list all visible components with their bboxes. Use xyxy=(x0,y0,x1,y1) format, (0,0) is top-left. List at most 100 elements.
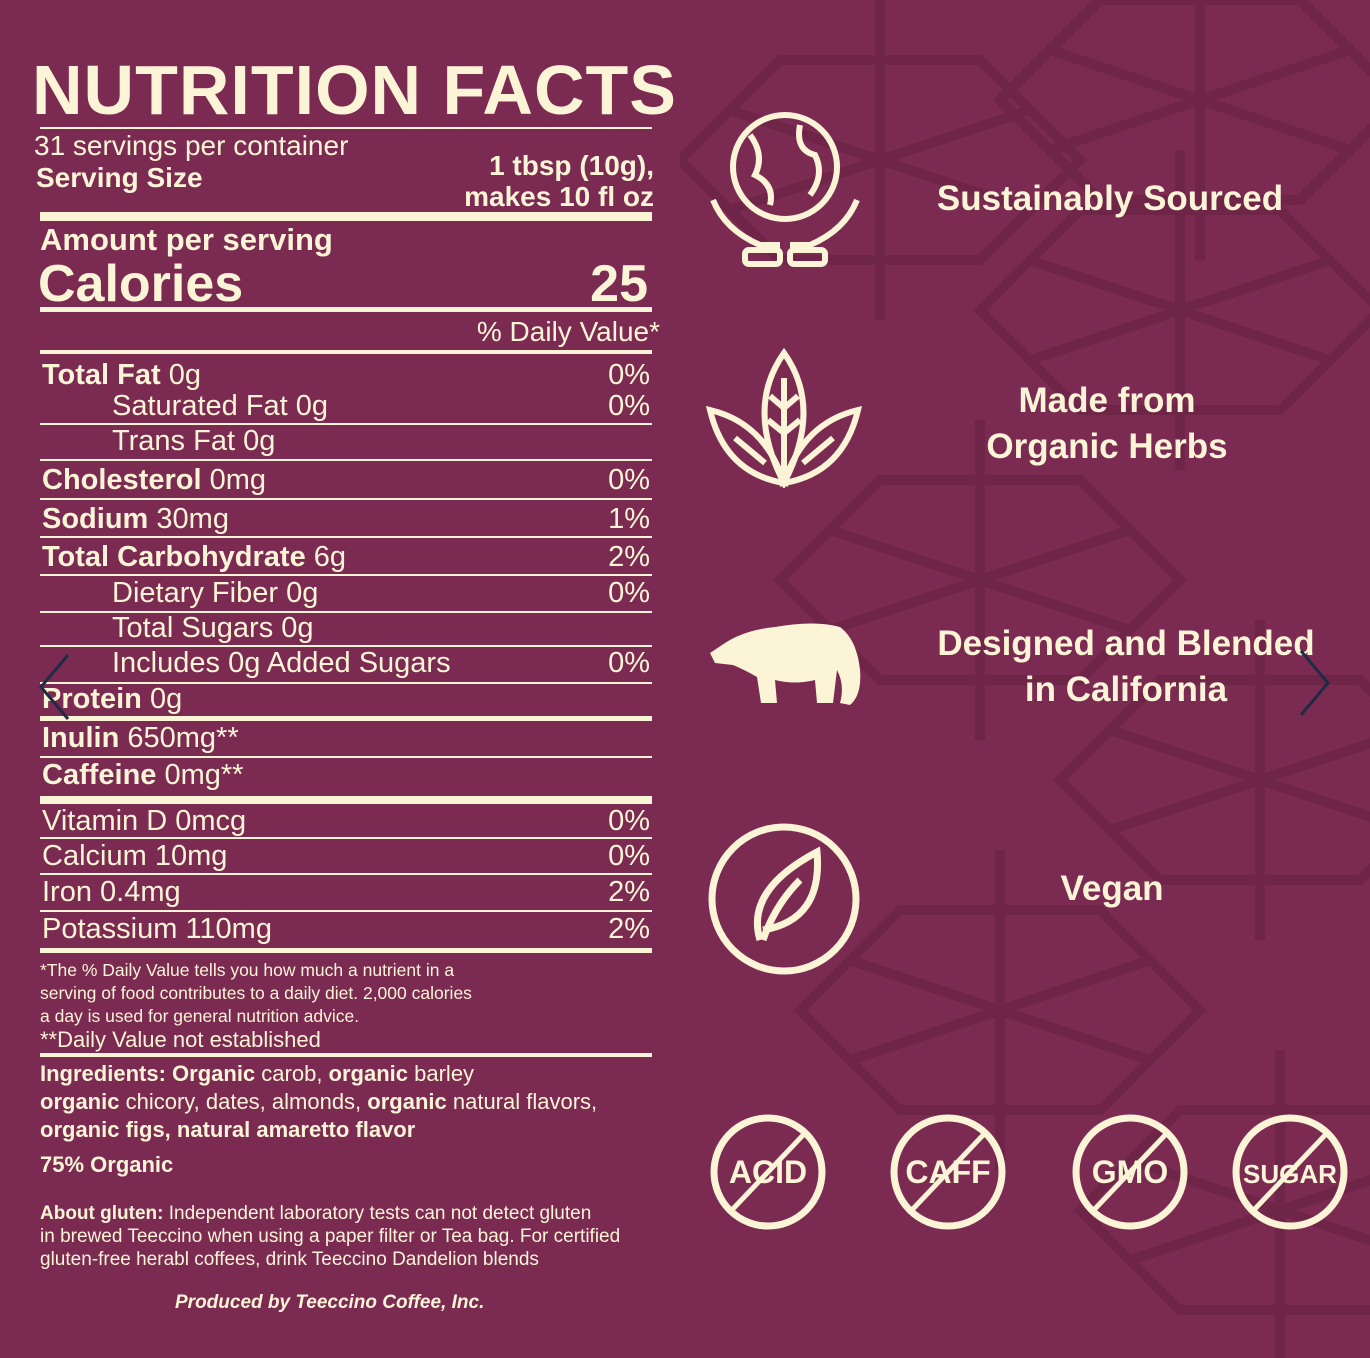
nutrient-amount: 0g xyxy=(149,683,183,715)
ingredient-text: organic figs, natural amaretto flavor xyxy=(40,1117,416,1142)
background-pattern xyxy=(680,0,1370,1358)
nutrient-name: Vitamin D xyxy=(42,805,168,837)
serving-size-line-2: makes 10 fl oz xyxy=(464,181,654,212)
nutrient-label: Trans Fat 0g xyxy=(40,423,275,459)
divider xyxy=(40,574,652,576)
daily-value-header: % Daily Value* xyxy=(476,316,660,347)
nutrient-row: Protein 0g xyxy=(40,681,650,717)
nutrient-label: Potassium 110mg xyxy=(40,911,272,947)
nutrient-amount: 0g xyxy=(243,425,276,457)
nutrient-label: Sodium 30mg xyxy=(40,501,229,537)
nutrient-label: Caffeine 0mg** xyxy=(40,757,243,793)
feature-text: in California xyxy=(1024,670,1228,709)
nutrient-amount: 30mg xyxy=(156,503,229,535)
no-acid-badge: ACID xyxy=(710,1114,826,1230)
nutrient-daily-value: 0% xyxy=(608,464,650,496)
nutrient-row: Vitamin D 0mcg 0% xyxy=(40,803,650,839)
nutrient-daily-value: 2% xyxy=(608,541,650,573)
ingredients-label: Ingredients: xyxy=(40,1061,166,1086)
nutrient-daily-value: 0% xyxy=(608,390,650,422)
footnote-daily-value-note: **Daily Value not established xyxy=(40,1027,321,1052)
nutrient-name: Dietary Fiber xyxy=(112,577,278,609)
serving-size-label: Serving Size xyxy=(36,162,203,193)
nutrient-row: Potassium 110mg 2% xyxy=(40,911,650,947)
no-gmo-badge: GMO xyxy=(1072,1114,1188,1230)
divider xyxy=(40,837,652,839)
divider xyxy=(40,645,652,647)
gluten-text: in brewed Teeccino when using a paper fi… xyxy=(40,1226,621,1247)
chevron-left-icon[interactable] xyxy=(36,652,76,722)
organic-percentage: 75% Organic xyxy=(40,1152,174,1177)
divider xyxy=(40,716,652,721)
globe-hands-icon xyxy=(710,112,860,267)
nutrient-name: Saturated Fat xyxy=(112,390,288,422)
nutrient-label: Iron 0.4mg xyxy=(40,874,181,910)
nutrient-name: Trans Fat xyxy=(112,425,236,457)
divider xyxy=(40,350,652,354)
nutrient-amount: 0mcg xyxy=(175,805,247,837)
nutrient-row: Inulin 650mg** xyxy=(40,720,650,756)
nutrient-label: Saturated Fat 0g xyxy=(40,388,328,424)
nutrient-label: Vitamin D 0mcg xyxy=(40,803,246,839)
ingredient-text: carob, xyxy=(255,1061,329,1086)
feature-text: Sustainably Sourced xyxy=(936,179,1284,218)
nutrient-label: Calcium 10mg xyxy=(40,838,227,874)
nutrient-label: Total Carbohydrate 6g xyxy=(40,539,346,575)
nutrient-row: Sodium 30mg 1% xyxy=(40,501,650,537)
ingredient-text: barley xyxy=(408,1061,475,1086)
nutrient-label: Includes 0g Added Sugars xyxy=(40,645,451,681)
feature-text: Designed and Blended xyxy=(937,624,1315,663)
feature-sustainably-sourced: Sustainably Sourced xyxy=(880,176,1340,222)
ingredient-text: Organic xyxy=(172,1061,256,1086)
footnote-line: serving of food contributes to a daily d… xyxy=(40,983,472,1003)
label-title: NUTRITION FACTS xyxy=(32,51,677,129)
nutrient-daily-value: 2% xyxy=(608,876,650,908)
gluten-text: gluten-free herabl coffees, drink Teecci… xyxy=(40,1249,539,1270)
nutrient-name: Total Sugars xyxy=(112,612,274,644)
nutrient-amount: 110mg xyxy=(185,913,272,945)
footnote-line: a day is used for general nutrition advi… xyxy=(40,1006,360,1026)
nutrient-name: Iron xyxy=(42,876,92,908)
serving-size-value: 1 tbsp (10g), makes 10 fl oz xyxy=(464,150,654,212)
nutrient-row: Total Fat 0g 0% xyxy=(40,357,650,393)
divider xyxy=(40,873,652,875)
feature-text: Made from xyxy=(1018,381,1196,420)
nutrient-daily-value: 0% xyxy=(608,840,650,872)
nutrient-name: Sodium xyxy=(42,503,149,535)
nutrient-daily-value: 0% xyxy=(608,805,650,837)
feature-california: Designed and Blended in California xyxy=(896,621,1356,713)
chevron-right-icon[interactable] xyxy=(1296,648,1336,718)
divider xyxy=(40,682,652,684)
nutrient-amount: 0g xyxy=(286,577,319,609)
nutrient-row: Total Carbohydrate 6g 2% xyxy=(40,539,650,575)
nutrient-amount: 0mg xyxy=(209,464,267,496)
badge-label: CAFF xyxy=(905,1154,990,1190)
nutrient-row: Total Sugars 0g xyxy=(40,610,650,646)
nutrient-name: Total Carbohydrate xyxy=(42,541,306,573)
nutrient-row: Iron 0.4mg 2% xyxy=(40,874,650,910)
ingredient-text: chicory, dates, almonds, xyxy=(119,1089,368,1114)
nutrient-name: Total Fat xyxy=(42,359,161,391)
divider xyxy=(40,1053,652,1057)
nutrient-row: Cholesterol 0mg 0% xyxy=(40,462,650,498)
nutrient-name: Inulin xyxy=(42,722,120,754)
nutrient-label: Dietary Fiber 0g xyxy=(40,575,318,611)
gluten-text: Independent laboratory tests can not det… xyxy=(163,1203,592,1224)
nutrient-name: Potassium xyxy=(42,913,178,945)
nutrient-label: Total Fat 0g xyxy=(40,357,201,393)
serving-size-line-1: 1 tbsp (10g), xyxy=(489,150,654,181)
no-sugar-badge: SUGAR xyxy=(1232,1114,1348,1230)
nutrient-amount: 0.4mg xyxy=(100,876,181,908)
nutrient-amount: 0mg** xyxy=(164,759,244,791)
feature-text: Organic Herbs xyxy=(986,427,1228,466)
ingredient-text: natural flavors, xyxy=(446,1089,598,1114)
nutrient-amount: 650mg** xyxy=(127,722,239,754)
divider xyxy=(40,611,652,613)
divider xyxy=(40,127,652,129)
feature-text: Vegan xyxy=(1060,869,1164,908)
nutrient-name: Calcium xyxy=(42,840,147,872)
divider xyxy=(40,498,652,500)
calories-label: Calories xyxy=(38,255,244,313)
servings-per-container: 31 servings per container xyxy=(34,130,349,161)
gluten-note: About gluten: Independent laboratory tes… xyxy=(40,1202,620,1271)
